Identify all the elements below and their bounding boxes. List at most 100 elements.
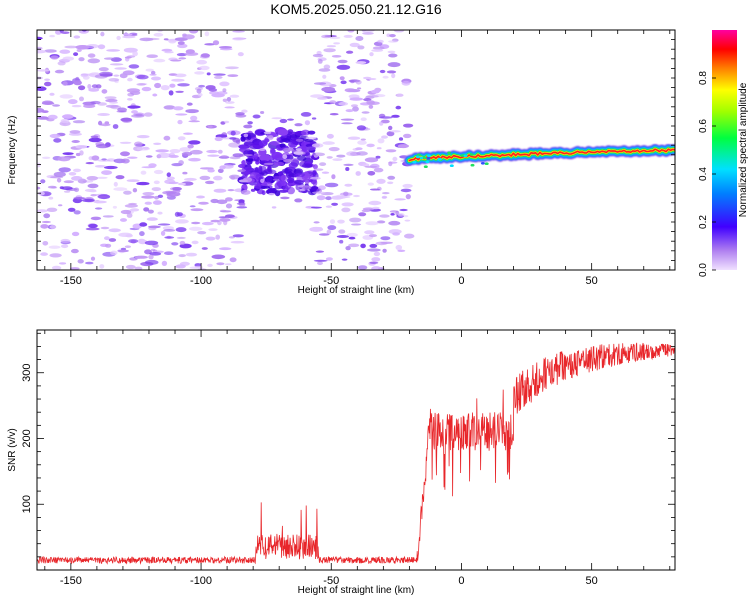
noise-speckle [364, 157, 379, 163]
noise-speckle [121, 158, 130, 164]
noise-speckle [326, 133, 334, 139]
noise-speckle [338, 101, 349, 106]
noise-speckle [182, 34, 195, 40]
noise-speckle [172, 106, 184, 111]
noise-speckle [232, 37, 245, 41]
noise-speckle [178, 254, 186, 258]
noise-speckle [387, 181, 394, 185]
noise-speckle [116, 35, 121, 41]
noise-speckle [371, 206, 380, 210]
noise-speckle [345, 109, 354, 113]
noise-speckle [329, 100, 337, 104]
noise-speckle [232, 153, 244, 158]
noise-speckle [364, 230, 375, 235]
noise-speckle [71, 248, 79, 254]
noise-speckle [120, 151, 130, 157]
noise-speckle [163, 38, 169, 41]
noise-speckle [404, 219, 411, 222]
band-speckle [419, 156, 424, 160]
noise-speckle [178, 182, 186, 186]
noise-speckle [225, 197, 233, 202]
blob-speckle [312, 178, 318, 187]
noise-speckle [199, 175, 211, 181]
noise-speckle [60, 238, 71, 243]
noise-speckle [56, 178, 62, 183]
noise-speckle [37, 36, 43, 40]
noise-speckle [369, 234, 377, 238]
noise-speckle [196, 88, 202, 94]
noise-speckle [267, 135, 274, 140]
noise-speckle [197, 231, 207, 235]
noise-speckle [132, 51, 138, 57]
noise-speckle [318, 233, 330, 236]
noise-speckle [105, 243, 112, 248]
noise-speckle [140, 170, 147, 175]
noise-speckle [224, 214, 235, 218]
noise-speckle [98, 120, 103, 126]
noise-speckle [380, 241, 394, 244]
noise-speckle [91, 84, 98, 89]
noise-speckle [343, 163, 354, 166]
noise-speckle [86, 176, 99, 181]
noise-speckle [398, 137, 404, 141]
noise-speckle [339, 239, 344, 244]
blob-speckle [259, 154, 271, 162]
noise-speckle [164, 51, 174, 54]
noise-speckle [62, 56, 75, 61]
blob-speckle [265, 175, 273, 183]
noise-speckle [227, 189, 235, 192]
noise-speckle [71, 176, 83, 181]
noise-speckle [310, 206, 322, 209]
noise-speckle [400, 188, 412, 193]
noise-speckle [63, 190, 71, 193]
blob-speckle [277, 128, 289, 136]
snr-y-ticks: 100 200 300 [21, 332, 675, 558]
noise-speckle [68, 172, 77, 176]
noise-speckle [237, 169, 246, 173]
colorbar-tick-label: 0.4 [698, 167, 709, 181]
noise-speckle [175, 219, 189, 224]
noise-speckle [228, 142, 241, 148]
noise-speckle [355, 147, 363, 151]
noise-speckle [142, 192, 155, 196]
noise-speckle [120, 209, 132, 215]
noise-speckle [78, 85, 86, 91]
noise-speckle [341, 202, 354, 207]
noise-speckle [189, 149, 203, 155]
noise-speckle [349, 217, 362, 223]
noise-speckle [87, 53, 96, 58]
noise-speckle [378, 116, 393, 119]
noise-speckle [214, 136, 223, 142]
noise-speckle [120, 117, 133, 122]
noise-speckle [219, 247, 232, 251]
noise-speckle [324, 182, 339, 188]
noise-speckle [345, 246, 351, 251]
noise-speckle [371, 266, 382, 270]
noise-speckle [94, 165, 106, 168]
noise-speckle [95, 144, 110, 149]
noise-speckle [327, 225, 337, 231]
noise-speckle [176, 236, 186, 239]
noise-speckle [381, 195, 388, 199]
noise-speckle [126, 213, 133, 218]
noise-speckle [108, 78, 120, 82]
noise-speckle [247, 121, 253, 125]
noise-speckle [102, 215, 114, 218]
noise-speckle [75, 152, 81, 157]
noise-speckle [352, 106, 359, 112]
noise-speckle [59, 94, 73, 99]
noise-speckle [127, 105, 141, 109]
noise-speckle [367, 248, 381, 252]
noise-speckle [241, 189, 251, 195]
noise-speckle [225, 66, 239, 70]
noise-speckle [59, 49, 71, 54]
noise-speckle [41, 101, 55, 105]
noise-speckle [71, 231, 80, 237]
noise-speckle [280, 196, 290, 200]
noise-speckle [50, 55, 59, 60]
blob-speckle [280, 174, 288, 182]
noise-speckle [326, 45, 337, 48]
noise-speckle [136, 147, 151, 151]
noise-speckle [287, 118, 294, 121]
noise-speckle [282, 154, 288, 160]
